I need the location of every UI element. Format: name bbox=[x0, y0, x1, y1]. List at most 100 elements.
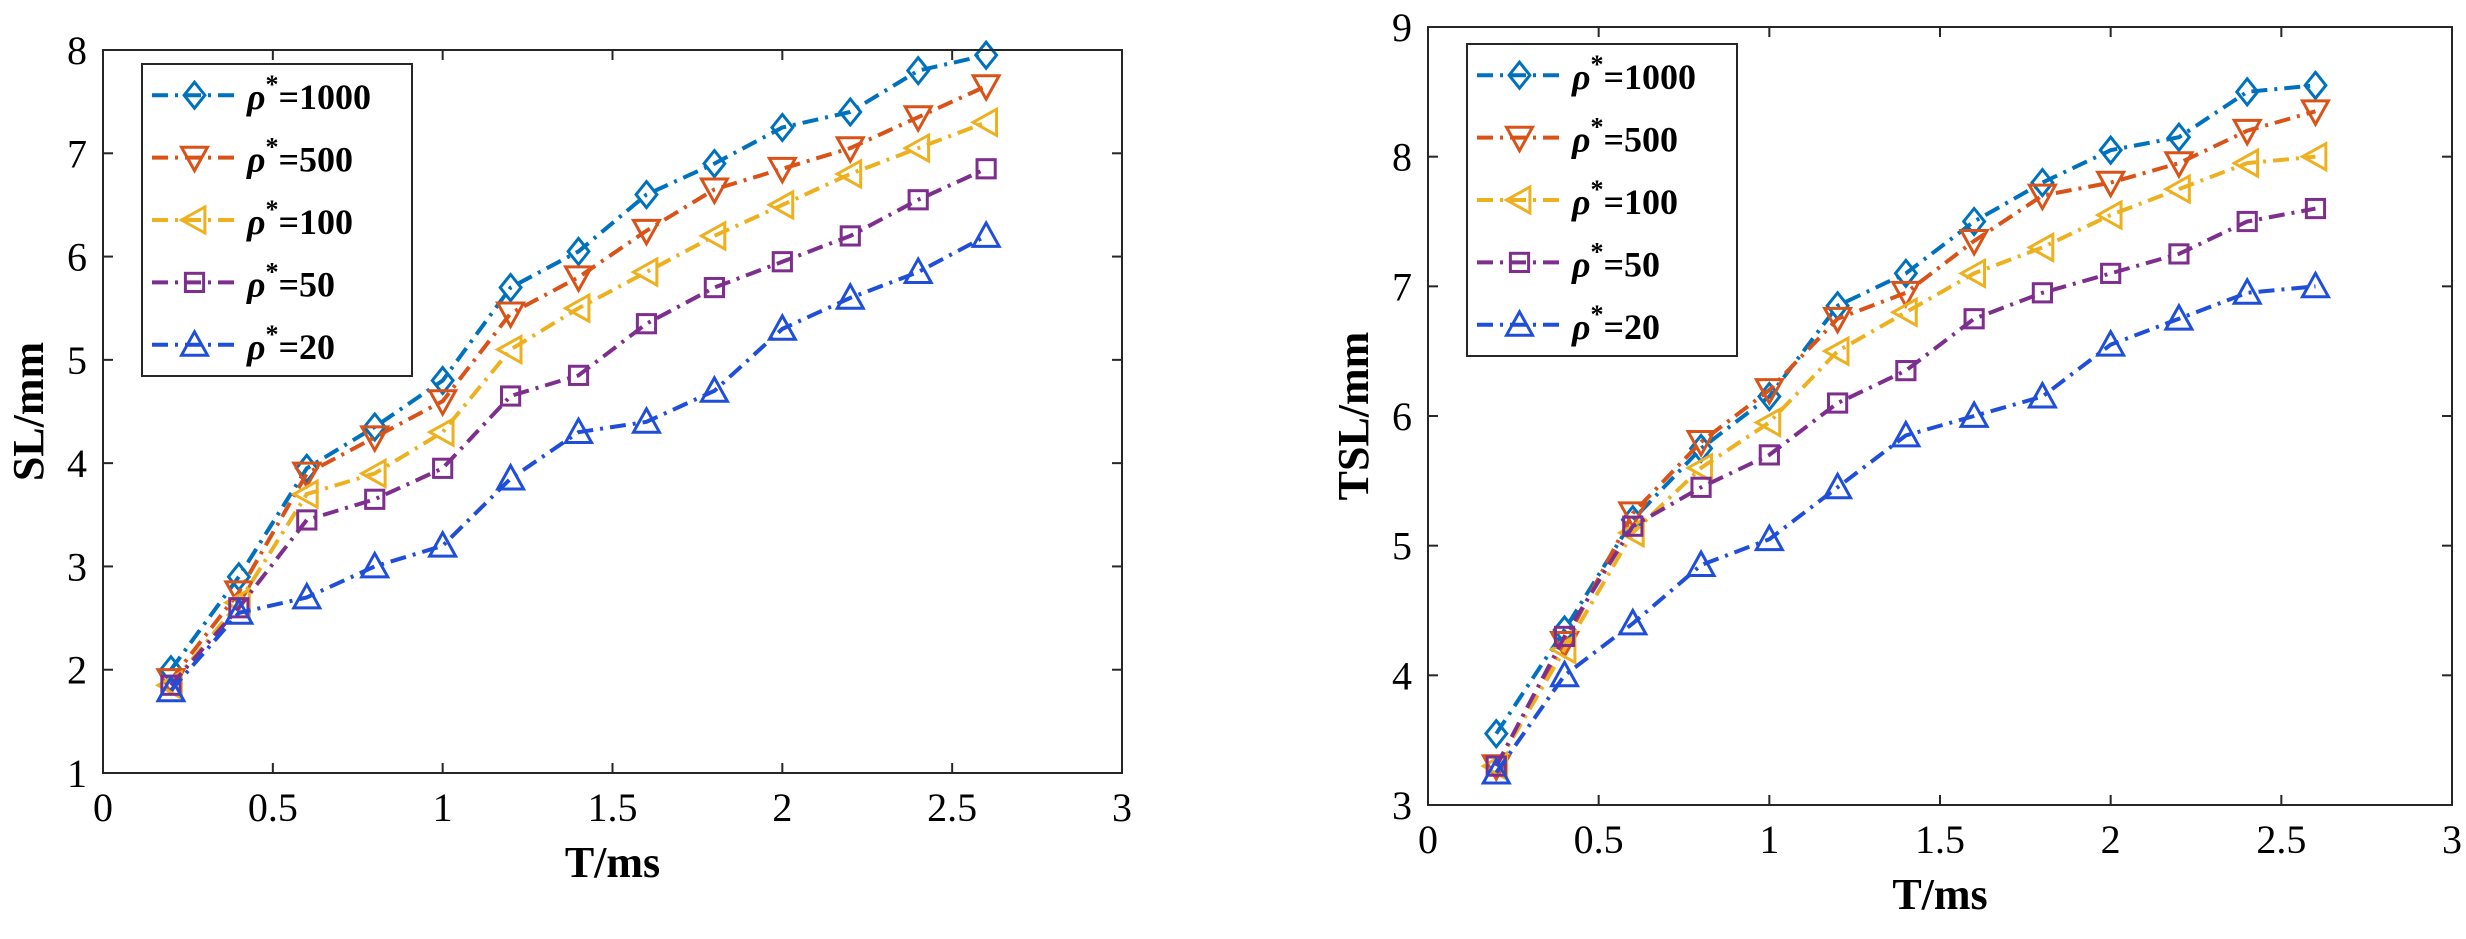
legend-swatch-marker bbox=[1503, 125, 1536, 154]
y-tick-label: 1 bbox=[67, 751, 87, 796]
y-tick-label: 7 bbox=[1392, 264, 1412, 309]
data-point bbox=[1758, 444, 1780, 466]
x-axis-label: T/ms bbox=[565, 838, 660, 887]
legend-label-symbol: ρ bbox=[246, 140, 266, 180]
data-point bbox=[1821, 335, 1850, 367]
data-point bbox=[2299, 99, 2332, 128]
data-point bbox=[839, 225, 861, 247]
y-tick-label: 2 bbox=[67, 648, 87, 693]
data-point bbox=[2095, 170, 2127, 199]
y-tick-label: 6 bbox=[1392, 394, 1412, 439]
data-point bbox=[2168, 243, 2190, 265]
data-point bbox=[905, 55, 931, 87]
data-point bbox=[562, 416, 595, 445]
data-point bbox=[494, 333, 523, 366]
data-point bbox=[1822, 306, 1854, 335]
x-tick-label: 2.5 bbox=[2256, 817, 2306, 862]
data-point bbox=[430, 365, 455, 396]
data-point bbox=[495, 462, 527, 491]
y-tick-label: 3 bbox=[67, 544, 87, 589]
y-tick-label: 8 bbox=[1392, 135, 1412, 180]
data-point bbox=[2231, 276, 2263, 305]
legend-label-symbol: ρ bbox=[246, 77, 266, 117]
data-point bbox=[1889, 296, 1918, 328]
series-line bbox=[1494, 206, 2316, 768]
data-point bbox=[2304, 197, 2327, 220]
data-point bbox=[834, 158, 863, 190]
data-point bbox=[2030, 167, 2055, 199]
legend-swatch-marker bbox=[1508, 251, 1531, 274]
data-point bbox=[1622, 515, 1644, 537]
y-axis-label: SL/mm bbox=[4, 342, 53, 481]
data-point bbox=[567, 364, 590, 386]
data-point bbox=[1553, 625, 1576, 648]
chart-1: 0 0.5 1 1.5 2 2.5 312345678T/msSL/mmρ*=1000ρ*=… bbox=[4, 28, 1132, 887]
data-point bbox=[902, 105, 934, 134]
data-point bbox=[2163, 151, 2195, 180]
legend-label-value: =500 bbox=[279, 140, 354, 180]
legend-label-superscript: * bbox=[266, 257, 279, 286]
legend-label: ρ*=1000 bbox=[246, 70, 371, 117]
legend-label-symbol: ρ bbox=[1571, 182, 1591, 222]
data-point bbox=[291, 461, 323, 490]
legend-label-superscript: * bbox=[1591, 113, 1604, 142]
series-line bbox=[1494, 109, 2317, 768]
data-point bbox=[2094, 199, 2123, 231]
series-line bbox=[169, 120, 987, 687]
data-point bbox=[766, 312, 798, 341]
data-point bbox=[2031, 282, 2054, 304]
data-point bbox=[562, 292, 591, 324]
data-point bbox=[1753, 523, 1785, 552]
legend-label-superscript: * bbox=[1591, 175, 1604, 204]
data-point bbox=[635, 313, 658, 335]
data-point bbox=[970, 219, 1002, 248]
x-tick-label: 0 bbox=[1418, 817, 1438, 862]
data-point bbox=[2236, 210, 2258, 233]
data-point bbox=[1890, 419, 1922, 448]
data-point bbox=[837, 96, 863, 128]
x-tick-label: 1.5 bbox=[1915, 817, 1965, 862]
data-point bbox=[359, 425, 391, 454]
y-tick-label: 3 bbox=[1392, 783, 1412, 828]
data-point bbox=[1690, 476, 1712, 498]
data-point bbox=[1822, 471, 1854, 500]
data-point bbox=[1685, 549, 1717, 578]
data-point bbox=[364, 488, 386, 510]
data-point bbox=[1961, 206, 1987, 237]
legend-label-value: =100 bbox=[1604, 182, 1679, 222]
x-tick-label: 2 bbox=[2101, 817, 2121, 862]
data-point bbox=[2234, 76, 2260, 108]
data-point bbox=[2162, 173, 2191, 205]
x-tick-label: 1 bbox=[1759, 817, 1779, 862]
legend-swatch-marker bbox=[182, 79, 207, 111]
x-tick-label: 2.5 bbox=[927, 785, 977, 830]
data-point bbox=[223, 596, 255, 625]
legend-label-superscript: * bbox=[266, 133, 279, 162]
data-point bbox=[1895, 360, 1917, 382]
x-tick-label: 0.5 bbox=[1574, 817, 1624, 862]
data-point bbox=[2095, 328, 2127, 357]
y-axis-label: TSL/mm bbox=[1329, 332, 1378, 501]
data-point bbox=[2026, 231, 2055, 263]
y-tick-label: 8 bbox=[67, 28, 87, 73]
legend-label: ρ*=100 bbox=[246, 195, 353, 242]
data-point bbox=[1483, 718, 1509, 750]
legend-label-superscript: * bbox=[266, 320, 279, 349]
legend-label-symbol: ρ bbox=[246, 327, 266, 367]
legend-swatch-marker bbox=[1503, 184, 1532, 216]
data-point bbox=[498, 272, 523, 303]
data-point bbox=[698, 220, 727, 252]
data-point bbox=[432, 457, 454, 479]
legend-swatch-marker bbox=[178, 328, 211, 357]
series-line bbox=[169, 166, 987, 687]
data-point bbox=[155, 674, 187, 703]
legend-label-value: =500 bbox=[1604, 120, 1679, 160]
data-point bbox=[907, 189, 929, 211]
y-tick-label: 4 bbox=[67, 441, 87, 486]
data-point bbox=[1684, 452, 1713, 484]
y-tick-label: 4 bbox=[1392, 653, 1412, 698]
series-triangle-up bbox=[1480, 270, 2332, 785]
data-point bbox=[2231, 118, 2263, 147]
data-point bbox=[770, 112, 795, 143]
